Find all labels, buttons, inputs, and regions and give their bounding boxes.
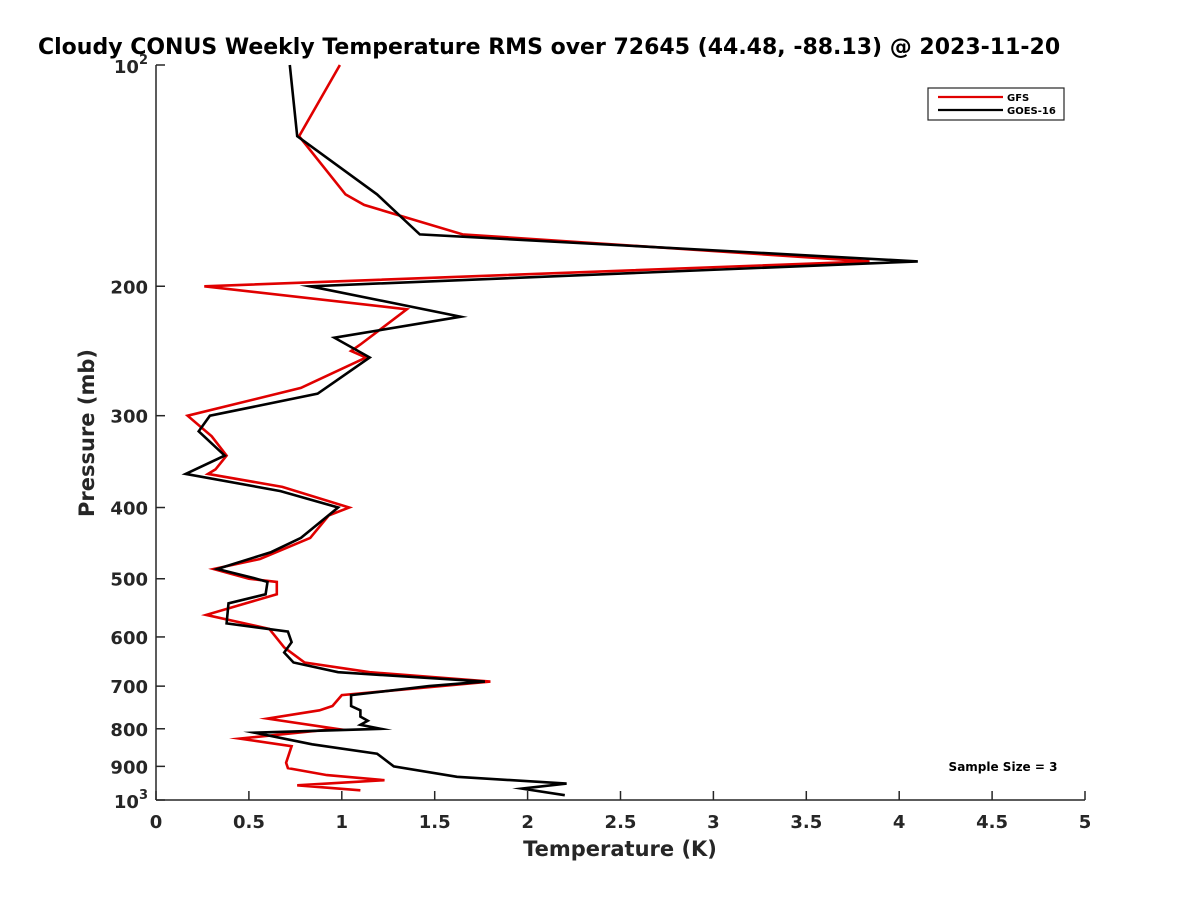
y-tick-exponent: 2 (139, 53, 148, 68)
y-tick-base: 10 (114, 57, 139, 78)
x-tick-label: 0 (150, 812, 163, 833)
x-tick-label: 3.5 (790, 812, 822, 833)
y-tick-label: 700 (110, 677, 148, 698)
legend-entry-label: GOES-16 (1007, 106, 1056, 117)
y-tick-base: 10 (114, 792, 139, 813)
x-tick-label: 1 (336, 812, 349, 833)
x-tick-label: 0.5 (233, 812, 265, 833)
y-tick-label: 600 (110, 628, 148, 649)
x-axis-label: Temperature (K) (523, 837, 717, 861)
x-tick-label: 3 (707, 812, 720, 833)
y-tick-label: 102 (114, 53, 148, 78)
y-tick-label: 800 (110, 720, 148, 741)
y-tick-label: 103 (114, 788, 148, 813)
chart-title: Cloudy CONUS Weekly Temperature RMS over… (38, 35, 1060, 60)
y-tick-exponent: 3 (139, 788, 148, 803)
legend-box (927, 87, 1065, 121)
series-lines (181, 64, 918, 797)
y-tick-label: 500 (110, 570, 148, 591)
series-line-gfs (184, 64, 870, 792)
series-line-goes-16 (181, 64, 918, 797)
y-tick-label: 200 (110, 277, 148, 298)
legend: GFS GOES-16 (927, 87, 1065, 121)
x-tick-label: 1.5 (419, 812, 451, 833)
y-tick-label: 400 (110, 499, 148, 520)
x-tick-label: 5 (1079, 812, 1092, 833)
x-axis-ticks: 0 0.5 1 1.5 2 2.5 3 3.5 4 4.5 5 (150, 791, 1092, 833)
legend-entry-label: GFS (1007, 93, 1029, 104)
y-tick-label: 900 (110, 757, 148, 778)
x-tick-label: 4.5 (976, 812, 1008, 833)
plot-area (155, 65, 1085, 801)
x-tick-label: 2.5 (605, 812, 637, 833)
x-tick-label: 4 (893, 812, 906, 833)
y-axis-label: Pressure (mb) (75, 349, 99, 517)
x-tick-label: 2 (521, 812, 534, 833)
sample-size-annotation: Sample Size = 3 (949, 760, 1058, 774)
y-tick-label: 300 (110, 407, 148, 428)
